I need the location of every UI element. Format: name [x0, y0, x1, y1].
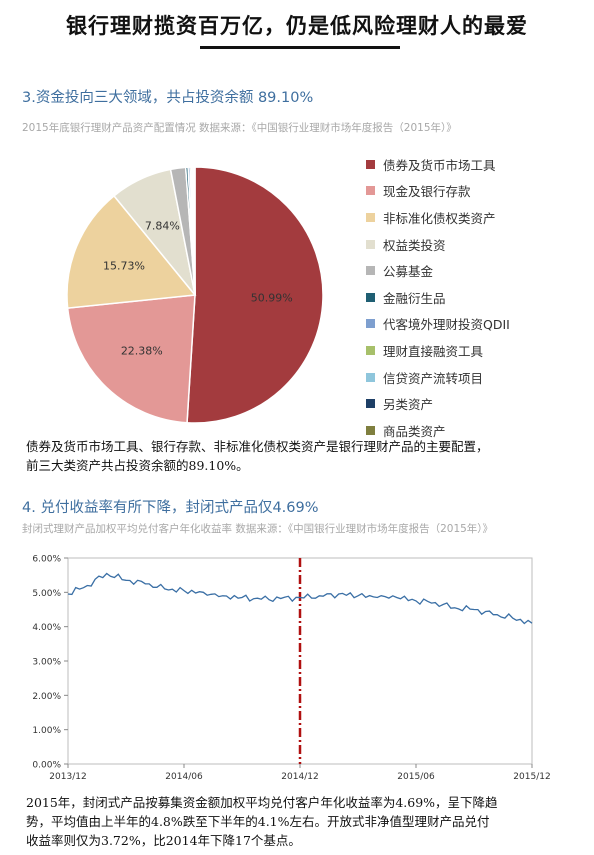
legend-swatch	[366, 345, 375, 355]
section4-paragraph-line-2: 势，平均值由上半年的4.8%跌至下半年的4.1%左右。开放式非净值型理财产品兑付	[26, 814, 490, 829]
pie-slice-label: 15.73%	[103, 260, 145, 273]
pie-slice	[66, 294, 196, 424]
x-tick-label: 2014/06	[165, 772, 203, 782]
section3-title: 3.资金投向三大领域，共占投资余额 89.10%	[22, 90, 314, 106]
legend-item: 金融衍生品	[366, 284, 586, 311]
legend-swatch	[366, 425, 375, 435]
legend-swatch	[366, 292, 375, 302]
pie-chart: 50.99% 22.38% 15.73% 7.84%	[66, 166, 324, 424]
section4-subtitle: 封闭式理财产品加权平均兑付客户年化收益率 数据来源：《中国银行业理财市场年度报告…	[22, 523, 494, 535]
section4-paragraph: 2015年，封闭式产品按募集资金额加权平均兑付客户年化收益率为4.69%，呈下降…	[26, 793, 571, 850]
x-tick-label: 2015/12	[513, 772, 550, 782]
legend-item: 信贷资产流转项目	[366, 364, 586, 391]
legend-label: 商品类资产	[383, 423, 446, 439]
pie-slice	[193, 166, 196, 296]
x-tick-label: 2014/12	[281, 772, 318, 782]
y-tick-label: 0.00%	[32, 761, 61, 771]
title-underline	[200, 46, 400, 49]
legend-label: 现金及银行存款	[383, 184, 471, 200]
legend-swatch	[366, 399, 375, 409]
y-tick-label: 1.00%	[32, 726, 61, 736]
legend-item: 权益类投资	[366, 231, 586, 258]
x-tick-label: 2015/06	[397, 772, 435, 782]
y-tick-label: 2.00%	[32, 692, 61, 702]
legend-swatch	[366, 239, 375, 249]
legend-swatch	[366, 319, 375, 329]
pie-slice-label: 7.84%	[145, 219, 180, 232]
legend-label: 信贷资产流转项目	[383, 370, 484, 386]
legend-item: 理财直接融资工具	[366, 337, 586, 364]
legend-item: 商品类资产	[366, 417, 586, 444]
section3-paragraph-line-1: 债券及货币市场工具、银行存款、非标准化债权类资产是银行理财产品的主要配置，	[26, 439, 489, 454]
pie-slice-label: 50.99%	[251, 291, 293, 304]
legend-label: 债券及货币市场工具	[383, 157, 496, 173]
section4-paragraph-line-1: 2015年，封闭式产品按募集资金额加权平均兑付客户年化收益率为4.69%，呈下降…	[26, 795, 498, 810]
legend-label: 公募基金	[383, 264, 434, 280]
legend-item: 非标准化债权类资产	[366, 204, 586, 231]
legend-item: 代客境外理财投资QDII	[366, 311, 586, 338]
pie-slice	[66, 194, 197, 309]
section3-paragraph-line-2: 前三大类资产共占投资余额的89.10%。	[26, 458, 249, 473]
legend-label: 另类资产	[383, 397, 434, 413]
y-tick-label: 5.00%	[32, 589, 61, 599]
legend-label: 理财直接融资工具	[383, 343, 484, 359]
legend-swatch	[366, 159, 375, 169]
section3-subtitle: 2015年底银行理财产品资产配置情况 数据来源：《中国银行业理财市场年度报告（2…	[22, 122, 457, 134]
legend-label: 非标准化债权类资产	[383, 210, 496, 226]
section4-title: 4. 兑付收益率有所下降，封闭式产品仅4.69%	[22, 500, 319, 516]
section4-paragraph-line-3: 收益率则仅为3.72%，比2014年下降17个基点。	[26, 833, 301, 848]
legend-label: 权益类投资	[383, 237, 446, 253]
legend-item: 另类资产	[366, 390, 586, 417]
pie-slice-label: 22.38%	[121, 344, 163, 357]
legend-label: 代客境外理财投资QDII	[383, 317, 510, 333]
series-line	[67, 572, 533, 625]
legend-item: 债券及货币市场工具	[366, 151, 586, 178]
legend-swatch	[366, 266, 375, 276]
y-tick-label: 4.00%	[32, 623, 61, 633]
legend-swatch	[366, 186, 375, 196]
section3-paragraph: 债券及货币市场工具、银行存款、非标准化债权类资产是银行理财产品的主要配置， 前三…	[26, 437, 571, 475]
legend-swatch	[366, 212, 375, 222]
pie-slice	[186, 166, 324, 424]
line-chart: 0.00% 1.00% 2.00% 3.00% 4.00% 5.00% 6.00% 2013/…	[32, 555, 550, 783]
legend-label: 金融衍生品	[383, 290, 446, 306]
page-title: 银行理财揽资百万亿，仍是低风险理财人的最爱	[66, 14, 528, 38]
legend-item: 公募基金	[366, 257, 586, 284]
y-tick-label: 3.00%	[32, 658, 61, 668]
pie-legend: 债券及货币市场工具 现金及银行存款非标准化债权类资产 权益类投资公募基金金融衍生品代…	[366, 151, 586, 444]
legend-item: 现金及银行存款	[366, 178, 586, 205]
y-tick-label: 6.00%	[32, 555, 61, 565]
legend-swatch	[366, 372, 375, 382]
x-tick-label: 2013/12	[49, 772, 86, 782]
